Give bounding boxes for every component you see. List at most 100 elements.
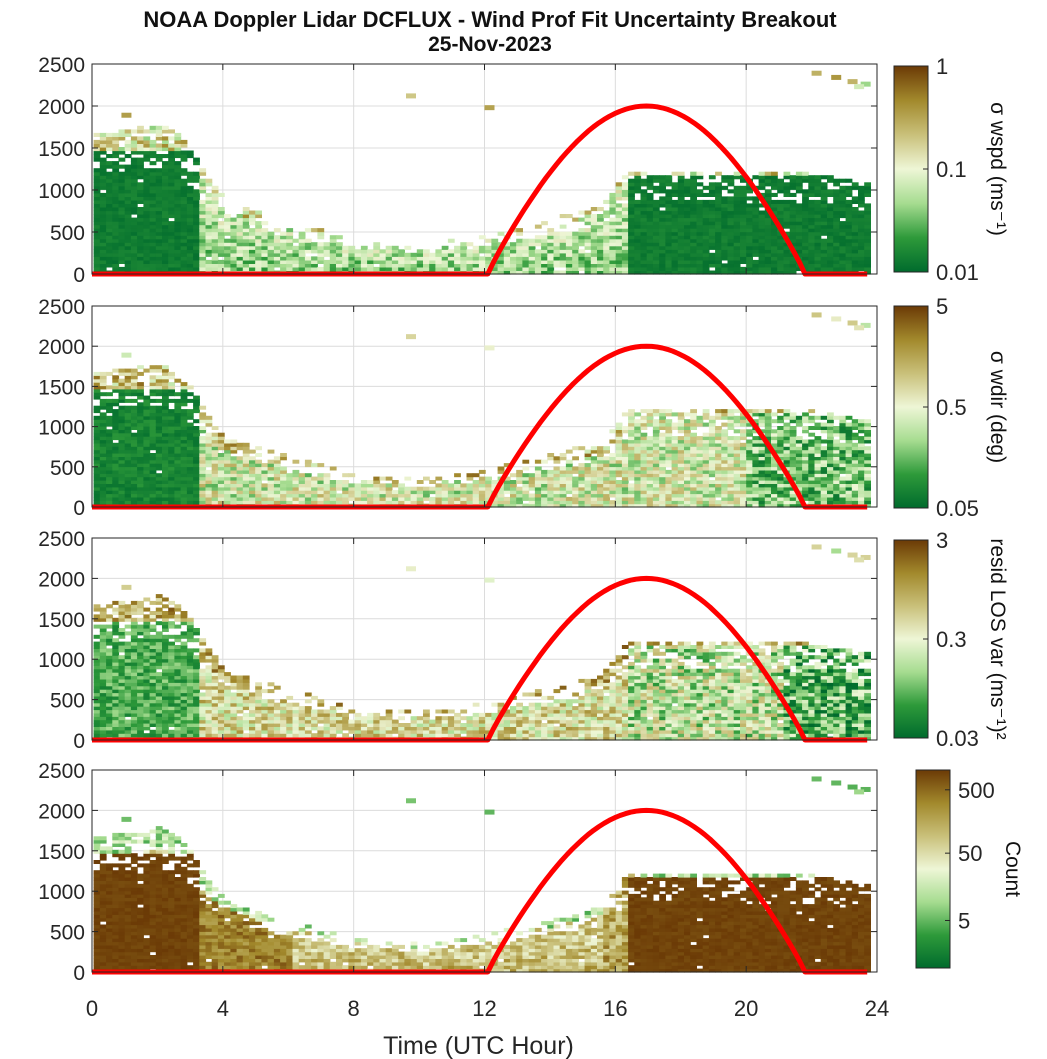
heatmap-cell [833, 429, 840, 434]
heatmap-cell [106, 224, 113, 229]
heatmap-cell [137, 175, 144, 180]
heatmap-cell [572, 235, 579, 240]
heatmap-cell [348, 256, 356, 261]
heatmap-cell [93, 392, 101, 397]
heatmap-cell [112, 139, 120, 144]
heatmap-cell [795, 235, 803, 240]
heatmap-cell [329, 480, 337, 484]
heatmap-cell [597, 456, 604, 461]
heatmap-cell [845, 476, 853, 481]
heatmap-cell [677, 210, 685, 215]
heatmap-cell [311, 500, 318, 505]
heatmap-cell [454, 490, 461, 495]
heatmap-cell [336, 263, 343, 268]
heatmap-cell [429, 486, 436, 491]
heatmap-cell [155, 129, 163, 134]
heatmap-cell [708, 503, 716, 508]
heatmap-cell [168, 446, 175, 451]
heatmap-cell [684, 259, 691, 264]
heatmap-cell [391, 500, 399, 505]
heatmap-cell [304, 493, 312, 498]
heatmap-cell [124, 490, 132, 495]
heatmap-cell [485, 483, 492, 488]
heatmap-cell [516, 266, 523, 271]
heatmap-cell [771, 207, 778, 212]
heatmap-cell [168, 157, 175, 162]
heatmap-cell [137, 429, 144, 434]
heatmap-cell [267, 231, 275, 236]
heatmap-cell [242, 245, 250, 250]
heatmap-cell [186, 429, 194, 434]
heatmap-cell [860, 81, 871, 87]
heatmap-cell [727, 419, 735, 424]
heatmap-cell [186, 449, 194, 454]
heatmap-cell [298, 483, 306, 488]
heatmap-cell [124, 132, 132, 137]
heatmap-cell [808, 249, 816, 254]
heatmap-cell [93, 154, 101, 159]
heatmap-cell [273, 263, 281, 268]
heatmap-cell [255, 490, 262, 495]
heatmap-cell [522, 249, 530, 254]
heatmap-cell [286, 242, 294, 247]
heatmap-cell [634, 483, 642, 488]
heatmap-cell [802, 442, 809, 447]
heatmap-cell [99, 185, 107, 190]
heatmap-cell [634, 432, 642, 437]
heatmap-cell [758, 415, 766, 420]
heatmap-cell [143, 217, 151, 222]
heatmap-cell [404, 486, 412, 491]
heatmap-cell [460, 242, 468, 247]
heatmap-cell [255, 231, 262, 236]
heatmap-cell [447, 238, 455, 243]
heatmap-cell [615, 422, 623, 427]
heatmap-cell [547, 256, 555, 261]
heatmap-cell [659, 266, 666, 271]
heatmap-cell [137, 388, 144, 393]
heatmap-cell [522, 263, 530, 268]
heatmap-cell [615, 214, 623, 219]
heatmap-cell [839, 442, 847, 447]
heatmap-cell [827, 432, 834, 437]
heatmap-cell [671, 426, 679, 430]
heatmap-cell [186, 196, 194, 201]
heatmap-cell [702, 446, 710, 451]
heatmap-cell [454, 259, 461, 264]
heatmap-cell [839, 203, 847, 208]
heatmap-cell [721, 235, 729, 240]
heatmap-cell [702, 456, 710, 461]
heatmap-cell [833, 221, 840, 226]
heatmap-cell [267, 238, 275, 243]
heatmap-cell [733, 196, 741, 201]
heatmap-cell [447, 483, 455, 488]
heatmap-cell [168, 171, 175, 176]
heatmap-cell [280, 263, 287, 268]
heatmap-cell [814, 439, 822, 444]
heatmap-cell [106, 210, 113, 215]
heatmap-cell [112, 483, 120, 488]
heatmap-cell [99, 422, 107, 427]
heatmap-cell [230, 490, 238, 495]
heatmap-cell [441, 245, 449, 250]
heatmap-cell [155, 259, 163, 264]
heatmap-cell [186, 469, 194, 474]
heatmap-cell [733, 203, 741, 208]
heatmap-cell [93, 459, 101, 464]
heatmap-cell [684, 486, 691, 491]
heatmap-cell [839, 449, 847, 454]
heatmap-cell [149, 426, 157, 430]
heatmap-cell [130, 442, 138, 447]
heatmap-cell [733, 221, 741, 226]
heatmap-cell [93, 449, 101, 454]
heatmap-cell [740, 185, 747, 190]
heatmap-cell [671, 483, 679, 488]
heatmap-cell [273, 480, 281, 484]
heatmap-cell [193, 192, 200, 197]
heatmap-cell [845, 496, 853, 501]
heatmap-cell [547, 270, 555, 275]
heatmap-cell [224, 245, 231, 250]
heatmap-cell [764, 196, 772, 201]
heatmap-cell [180, 490, 188, 495]
heatmap-cell [777, 235, 784, 240]
heatmap-cell [547, 473, 555, 478]
